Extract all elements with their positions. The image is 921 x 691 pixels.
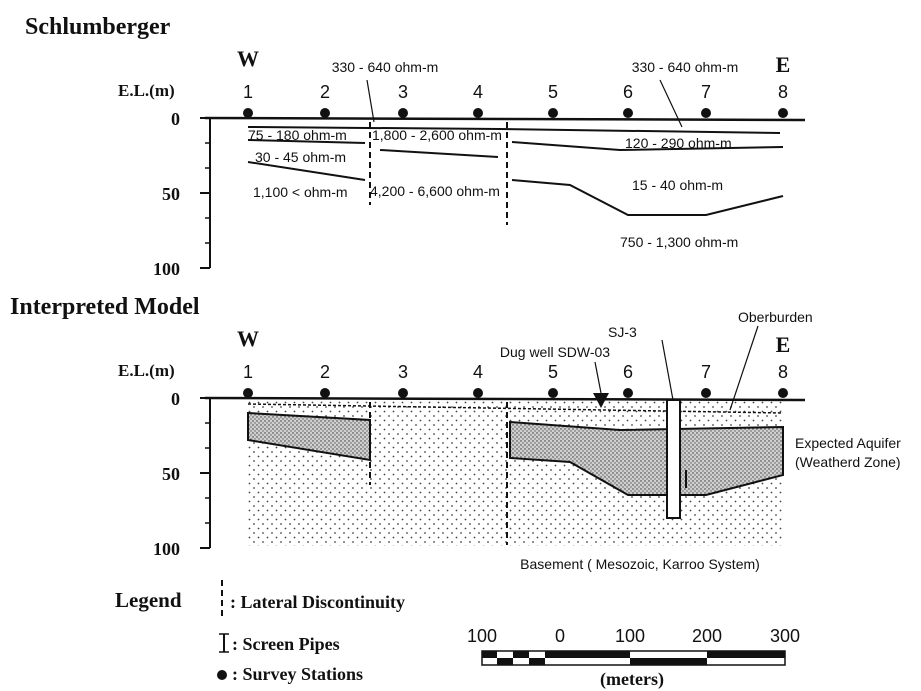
leader-line [662, 340, 673, 400]
depth-tick-label: 50 [162, 464, 180, 484]
survey-station [548, 108, 558, 118]
station-label: 5 [548, 362, 558, 382]
west-label: W [237, 46, 259, 71]
station-label: 7 [701, 362, 711, 382]
depth-tick-label: 50 [162, 184, 180, 204]
model-label: SJ-3 [608, 324, 637, 340]
scale-segment [560, 651, 630, 658]
east-label: E [776, 332, 791, 357]
legend-station-symbol [217, 670, 227, 680]
depth-tick-label: 0 [171, 389, 180, 409]
station-label: 1 [243, 82, 253, 102]
model-label: Oberburden [738, 309, 813, 325]
depth-tick-label: 100 [153, 259, 180, 279]
resistivity-label: 1,800 - 2,600 ohm-m [372, 127, 502, 143]
station-label: 2 [320, 82, 330, 102]
station-label: 6 [623, 82, 633, 102]
survey-station [701, 108, 711, 118]
model-label: (Weatherd Zone) [795, 454, 901, 470]
ground-surface [205, 118, 805, 120]
survey-station [398, 388, 408, 398]
station-label: 6 [623, 362, 633, 382]
cross-section-figure: SchlumbergerWEE.L.(m)12345678050100Inter… [0, 0, 921, 691]
station-label: 8 [778, 362, 788, 382]
survey-station [398, 108, 408, 118]
resistivity-label: 1,100 < ohm-m [253, 184, 348, 200]
scale-segment [513, 651, 529, 658]
east-label: E [776, 52, 791, 77]
depth-tick-label: 0 [171, 109, 180, 129]
scale-segment [545, 651, 560, 658]
scale-segment [529, 658, 545, 665]
layer-boundary [380, 150, 498, 157]
scale-segment [630, 658, 707, 665]
survey-station [701, 388, 711, 398]
survey-station [778, 388, 788, 398]
resistivity-label: 4,200 - 6,600 ohm-m [370, 183, 500, 199]
survey-station [320, 388, 330, 398]
survey-station [473, 108, 483, 118]
station-label: 4 [473, 362, 483, 382]
axis-label: E.L.(m) [118, 81, 175, 100]
survey-station [243, 108, 253, 118]
depth-tick-label: 100 [153, 539, 180, 559]
ground-surface [205, 398, 805, 400]
survey-station [548, 388, 558, 398]
station-label: 7 [701, 82, 711, 102]
station-label: 3 [398, 362, 408, 382]
legend-item: : Lateral Discontinuity [230, 592, 405, 612]
model-label: Dug well SDW-03 [500, 344, 610, 360]
station-label: 8 [778, 82, 788, 102]
station-label: 3 [398, 82, 408, 102]
model-label: Basement ( Mesozoic, Karroo System) [520, 556, 760, 572]
survey-station [623, 108, 633, 118]
resistivity-label: 120 - 290 ohm-m [625, 135, 732, 151]
legend-item: : Screen Pipes [232, 634, 340, 654]
survey-station [320, 108, 330, 118]
scale-segment [497, 658, 513, 665]
scale-unit: (meters) [600, 669, 664, 690]
scale-tick-label: 300 [770, 626, 800, 646]
resistivity-label: 15 - 40 ohm-m [632, 177, 723, 193]
leader-line [730, 326, 758, 410]
survey-station [243, 388, 253, 398]
scale-tick-label: 0 [555, 626, 565, 646]
scale-tick-label: 100 [467, 626, 497, 646]
station-label: 5 [548, 82, 558, 102]
scale-segment [707, 651, 785, 658]
survey-station [473, 388, 483, 398]
scale-tick-label: 100 [615, 626, 645, 646]
model-label: Expected Aquifer [795, 435, 901, 451]
station-label: 2 [320, 362, 330, 382]
section-title: Schlumberger [25, 14, 171, 40]
section-title: Interpreted Model [10, 294, 200, 320]
legend-title: Legend [115, 588, 182, 612]
legend-item: : Survey Stations [232, 664, 363, 684]
resistivity-label: 330 - 640 ohm-m [332, 59, 439, 75]
resistivity-label: 330 - 640 ohm-m [632, 59, 739, 75]
station-label: 4 [473, 82, 483, 102]
borehole [667, 400, 680, 518]
station-label: 1 [243, 362, 253, 382]
leader-line [595, 362, 601, 393]
survey-station [778, 108, 788, 118]
resistivity-label: 30 - 45 ohm-m [255, 149, 346, 165]
axis-label: E.L.(m) [118, 361, 175, 380]
survey-station [623, 388, 633, 398]
scale-tick-label: 200 [692, 626, 722, 646]
west-label: W [237, 326, 259, 351]
resistivity-label: 750 - 1,300 ohm-m [620, 234, 738, 250]
resistivity-label: 75 - 180 ohm-m [248, 127, 347, 143]
leader-line [367, 80, 374, 122]
scale-segment [482, 651, 497, 658]
